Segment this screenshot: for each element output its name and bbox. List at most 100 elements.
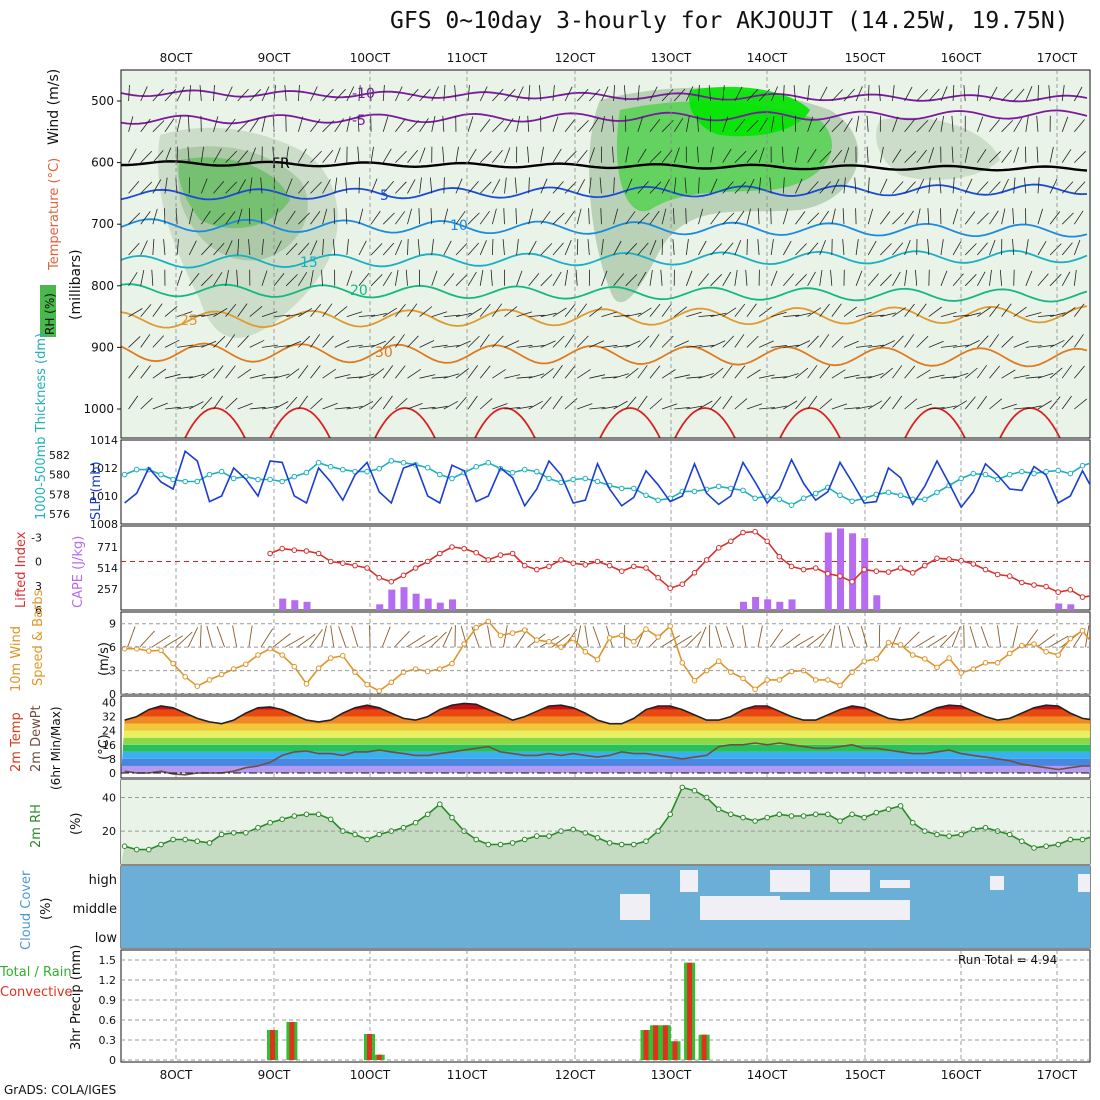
wind-barb: [334, 374, 351, 379]
wind-barb: [249, 89, 261, 102]
wind-barb: [613, 344, 630, 348]
wind-barb: [201, 243, 213, 256]
wind-barb: [1073, 269, 1077, 286]
cloud-tick: high: [89, 873, 117, 888]
wind-barb: [989, 181, 1001, 194]
wind10-speed-line-point: [424, 668, 431, 675]
wind-barb: [1013, 117, 1023, 133]
wind-barb: [128, 84, 130, 102]
wind10-speed-line-point: [546, 638, 552, 645]
wind-barb: [201, 313, 218, 317]
wind-barb: [187, 115, 190, 132]
wind-barb: [370, 243, 383, 256]
wind-barb: [322, 368, 337, 379]
wind-barb: [698, 240, 707, 256]
wind-barb: [856, 345, 873, 348]
wind-barb: [685, 116, 690, 132]
wind-barb: [589, 118, 599, 133]
wind-barb: [757, 239, 760, 256]
wind-barb: [140, 365, 151, 379]
wind-barb: [467, 212, 480, 225]
wind-barb: [612, 115, 614, 132]
panel-frame-precip: [120, 949, 1091, 1063]
wind-barb: [880, 211, 891, 225]
wind-barb: [285, 210, 296, 225]
wind10-barb: [806, 633, 825, 648]
wind-barb: [188, 85, 192, 102]
temp2m-label: 2m Temp: [9, 712, 24, 772]
wind-barb: [479, 118, 491, 133]
rh2m-line-point: [897, 803, 904, 809]
wind-barb: [698, 314, 715, 317]
run-total: Run Total = 4.94: [958, 953, 1058, 967]
wind-barb: [625, 211, 636, 225]
wind-barb: [685, 239, 689, 256]
wind-barb: [140, 86, 148, 102]
wind-barb: [504, 147, 511, 163]
wind-barb: [334, 177, 338, 194]
wind-barb: [261, 406, 278, 410]
wind-barb: [637, 181, 649, 194]
legend-rh: RH (%): [43, 293, 57, 335]
wind-barb: [177, 376, 194, 379]
wind-barb: [904, 86, 913, 102]
thickness-tick: 576: [49, 508, 70, 521]
profile-axis-label: (millibars): [68, 249, 84, 320]
wind-barb: [661, 369, 676, 379]
wind-barb: [248, 208, 251, 225]
wind-barb: [188, 208, 194, 225]
lifted-index-line-point: [837, 573, 843, 579]
wind10-speed-line-point: [776, 677, 783, 683]
wind10-barb: [939, 630, 956, 648]
wind-barb: [819, 119, 831, 133]
lifted-index-line-point: [728, 538, 734, 545]
wind-barb: [346, 86, 355, 102]
temp2m-tick: 40: [102, 697, 116, 710]
wind-barb: [868, 314, 885, 317]
lifted-index-line-point: [982, 566, 989, 573]
thickness-line-point: [303, 469, 310, 476]
wind10-speed-line-point: [922, 656, 928, 662]
thickness-line-point: [388, 458, 395, 464]
precip-tick: 0: [109, 1054, 116, 1067]
thickness-line-point: [594, 478, 601, 485]
wind-barb: [273, 273, 285, 287]
wind10-barb: [260, 628, 274, 648]
rh2m-line-point: [182, 836, 188, 843]
wind-barb: [552, 271, 562, 287]
wind-barb: [831, 403, 848, 410]
thickness-line-point: [158, 471, 164, 478]
wind-barb: [673, 118, 684, 133]
wind10-speed-line-point: [388, 679, 395, 686]
wind-barb: [989, 239, 996, 256]
wind10-speed-line-point: [570, 635, 577, 642]
wind-barb: [601, 239, 604, 256]
wind-barb: [892, 395, 903, 410]
rh2m-line-point: [691, 787, 698, 794]
cape-bar: [303, 601, 311, 610]
wind-barb: [1025, 405, 1042, 410]
wind-barb: [989, 210, 999, 225]
wind10-speed-line-point: [327, 655, 334, 661]
cape-bar: [400, 587, 408, 610]
wind-barb: [710, 367, 724, 379]
wind-barb: [1061, 116, 1069, 132]
wind-barb: [843, 374, 860, 379]
wind-barb: [782, 84, 785, 102]
wind-barb: [782, 240, 792, 256]
wind-barb: [855, 86, 863, 102]
lifted-index-line-point: [388, 578, 395, 585]
wind-barb: [128, 272, 138, 287]
level-tick-label: 1000: [83, 402, 114, 416]
wind10-speed-line-point: [958, 670, 965, 676]
wind-barb: [940, 239, 944, 256]
cape-bar: [740, 601, 747, 610]
wind-barb: [213, 395, 224, 410]
temp-minmax-label: (6hr Min/Max): [49, 707, 63, 791]
rh2m-line-point: [230, 830, 237, 836]
wind-barb: [285, 368, 300, 379]
wind-barb: [285, 396, 298, 410]
thickness-line-point: [315, 459, 322, 466]
thickness-line-point: [170, 476, 176, 483]
wind-barb: [867, 177, 870, 194]
